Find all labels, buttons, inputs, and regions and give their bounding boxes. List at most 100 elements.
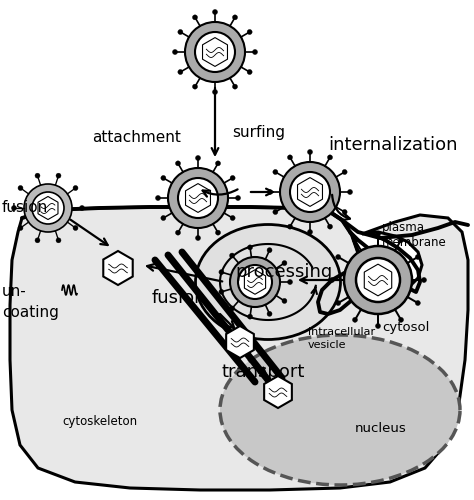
Circle shape	[192, 84, 198, 89]
Circle shape	[11, 206, 17, 210]
Circle shape	[56, 173, 61, 178]
Circle shape	[155, 196, 161, 200]
Circle shape	[230, 176, 235, 180]
Polygon shape	[226, 326, 254, 358]
Circle shape	[308, 150, 312, 154]
Circle shape	[282, 298, 287, 304]
Polygon shape	[185, 184, 210, 212]
Circle shape	[253, 50, 257, 54]
Circle shape	[195, 156, 201, 160]
Circle shape	[195, 32, 235, 72]
Circle shape	[273, 170, 278, 174]
Circle shape	[73, 226, 78, 230]
Circle shape	[219, 270, 224, 274]
Circle shape	[175, 161, 181, 166]
Circle shape	[342, 210, 347, 214]
Circle shape	[73, 186, 78, 190]
Circle shape	[399, 318, 403, 322]
Text: cytoskeleton: cytoskeleton	[62, 416, 137, 428]
Circle shape	[336, 300, 341, 306]
Circle shape	[229, 306, 235, 311]
Circle shape	[288, 224, 292, 229]
Circle shape	[175, 230, 181, 235]
Polygon shape	[298, 178, 322, 206]
Circle shape	[353, 318, 357, 322]
Circle shape	[415, 254, 420, 260]
Circle shape	[267, 248, 272, 252]
Text: un-: un-	[2, 284, 27, 300]
Circle shape	[192, 15, 198, 20]
Circle shape	[247, 245, 253, 250]
Circle shape	[24, 184, 72, 232]
Circle shape	[308, 230, 312, 234]
Polygon shape	[38, 196, 58, 220]
Text: surfing: surfing	[232, 124, 285, 140]
Circle shape	[247, 30, 252, 35]
Circle shape	[282, 260, 287, 266]
Circle shape	[161, 216, 166, 220]
Circle shape	[238, 265, 272, 299]
Circle shape	[229, 253, 235, 258]
Circle shape	[173, 50, 177, 54]
Text: vesicle: vesicle	[308, 340, 346, 350]
Circle shape	[35, 173, 40, 178]
Circle shape	[32, 192, 64, 224]
Circle shape	[267, 190, 273, 194]
Circle shape	[247, 70, 252, 74]
Text: coating: coating	[2, 304, 59, 320]
Circle shape	[233, 84, 237, 89]
Polygon shape	[365, 264, 392, 296]
Circle shape	[347, 190, 353, 194]
Circle shape	[195, 236, 201, 240]
Circle shape	[230, 257, 280, 307]
Circle shape	[267, 312, 272, 316]
Circle shape	[233, 15, 237, 20]
Circle shape	[273, 210, 278, 214]
Ellipse shape	[195, 224, 340, 340]
Polygon shape	[245, 270, 265, 294]
Circle shape	[219, 290, 224, 294]
Text: fusion: fusion	[152, 289, 207, 307]
Circle shape	[328, 155, 332, 160]
Polygon shape	[264, 376, 292, 408]
Circle shape	[18, 226, 23, 230]
Circle shape	[35, 238, 40, 243]
Circle shape	[247, 314, 253, 319]
Text: membrane: membrane	[382, 236, 447, 248]
Text: plasma: plasma	[382, 222, 425, 234]
Circle shape	[212, 10, 218, 14]
Ellipse shape	[220, 335, 460, 485]
Circle shape	[399, 238, 403, 242]
Circle shape	[80, 206, 84, 210]
Circle shape	[230, 216, 235, 220]
Circle shape	[329, 278, 335, 282]
Circle shape	[328, 224, 332, 229]
Circle shape	[353, 238, 357, 242]
Circle shape	[178, 178, 218, 218]
Circle shape	[216, 161, 220, 166]
Text: attachment: attachment	[92, 130, 181, 146]
Text: transport: transport	[222, 363, 305, 381]
Circle shape	[344, 246, 412, 314]
Circle shape	[356, 258, 400, 302]
Circle shape	[161, 176, 166, 180]
Circle shape	[288, 280, 292, 284]
Circle shape	[336, 254, 341, 260]
Circle shape	[288, 155, 292, 160]
Circle shape	[168, 168, 228, 228]
Circle shape	[280, 162, 340, 222]
Polygon shape	[103, 251, 133, 285]
Text: intracellular: intracellular	[308, 327, 375, 337]
Circle shape	[375, 324, 381, 328]
Text: internalization: internalization	[328, 136, 457, 154]
Polygon shape	[10, 207, 468, 490]
Circle shape	[415, 300, 420, 306]
Circle shape	[216, 230, 220, 235]
Text: cytosol: cytosol	[382, 322, 429, 334]
Circle shape	[178, 30, 183, 35]
Text: processing: processing	[235, 263, 332, 281]
Circle shape	[185, 22, 245, 82]
Circle shape	[375, 232, 381, 236]
Circle shape	[421, 278, 427, 282]
Text: nucleus: nucleus	[355, 422, 407, 434]
